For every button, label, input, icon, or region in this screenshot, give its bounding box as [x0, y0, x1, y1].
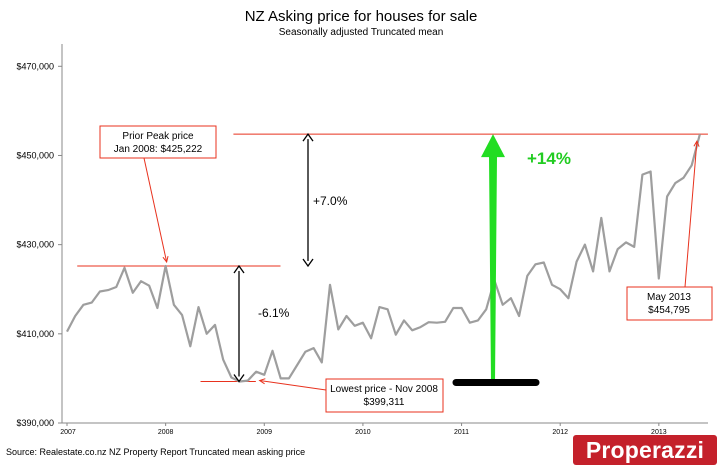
lowest-price-callout-line2: $399,311	[364, 397, 405, 408]
x-tick-label: 2012	[552, 429, 568, 436]
green-arrow-shape	[481, 134, 505, 383]
pointer-head	[258, 378, 266, 385]
total-rise-label: +14%	[527, 149, 571, 168]
latest-price-callout: May 2013 $454,795	[626, 286, 713, 321]
y-tick-label: $410,000	[16, 329, 54, 339]
latest-price-callout-line1: May 2013	[647, 292, 691, 303]
arrow-head-top	[302, 132, 314, 142]
pointer-head	[162, 256, 169, 264]
pointer-line	[684, 141, 698, 288]
x-tick-label: 2007	[60, 429, 76, 436]
lowest-price-callout: Lowest price - Nov 2008 $399,311	[325, 378, 444, 413]
pointer-line	[143, 157, 168, 263]
callout-pointers	[143, 139, 700, 391]
prior-peak-callout-line2: Jan 2008: $425,222	[114, 144, 203, 155]
prior-peak-callout-line1: Prior Peak price	[122, 131, 194, 142]
chart-subtitle: Seasonally adjusted Truncated mean	[279, 27, 444, 38]
arrow-head-bottom	[302, 258, 314, 268]
y-axis-ticks: $390,000 $410,000 $430,000 $450,000 $470,000	[16, 61, 62, 428]
rise-7-label: +7.0%	[313, 194, 348, 208]
rise-7-arrow	[302, 132, 314, 268]
total-rise-arrow	[452, 134, 540, 386]
pointer-line	[259, 379, 327, 391]
latest-price-callout-line2: $454,795	[648, 305, 690, 316]
x-tick-label: 2010	[355, 429, 371, 436]
x-axis-ticks: 2007 2008 2009 2010 2011 2012 2013	[60, 423, 667, 436]
brand-logo: Properazzi	[573, 435, 717, 465]
y-tick-label: $430,000	[16, 240, 54, 250]
prior-peak-callout: Prior Peak price Jan 2008: $425,222	[99, 125, 217, 159]
x-tick-label: 2011	[454, 429, 469, 436]
y-tick-label: $470,000	[16, 61, 54, 71]
y-tick-label: $450,000	[16, 150, 54, 160]
pointer-head	[693, 139, 700, 147]
x-tick-label: 2008	[158, 429, 174, 436]
arrow-head-bottom	[233, 374, 245, 383]
x-tick-label: 2009	[256, 429, 272, 436]
fall-6-arrow	[233, 264, 245, 383]
reference-lines	[77, 133, 708, 382]
price-series-line	[66, 133, 701, 383]
lowest-price-callout-line1: Lowest price - Nov 2008	[330, 384, 438, 395]
source-note: Source: Realestate.co.nz NZ Property Rep…	[6, 447, 305, 457]
arrow-head-top	[233, 264, 245, 274]
y-tick-label: $390,000	[16, 418, 54, 428]
x-tick-label: 2013	[651, 429, 667, 436]
fall-6-label: -6.1%	[258, 306, 290, 320]
chart-title: NZ Asking price for houses for sale	[245, 8, 478, 25]
